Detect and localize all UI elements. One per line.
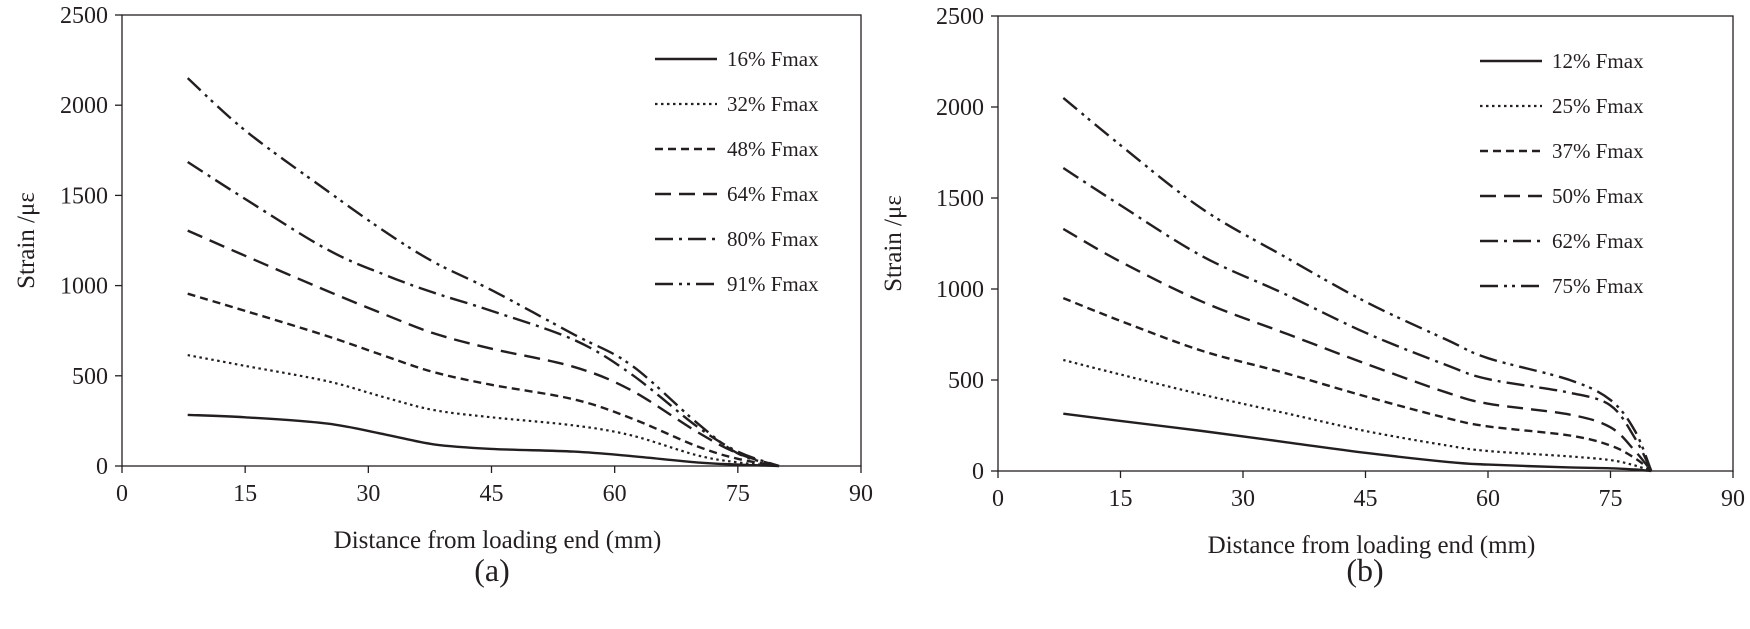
y-tick-label: 1000 xyxy=(936,277,984,303)
x-axis-title: Distance from loading end (mm) xyxy=(334,527,662,554)
chart-b: 0 500 1000 1500 2000 2500 0 15 30 45 60 75 90 Distanc… xyxy=(880,4,1745,588)
y-tick-label: 500 xyxy=(72,364,108,390)
x-tick-label: 90 xyxy=(1721,486,1745,512)
legend-label: 48% Fmax xyxy=(727,137,819,161)
x-tick-label: 30 xyxy=(356,481,380,507)
legend: 16% Fmax 32% Fmax 48% Fmax 64% Fmax 80% Fmax… xyxy=(655,47,819,296)
x-tick-label: 0 xyxy=(116,481,128,507)
legend-label: 16% Fmax xyxy=(727,47,819,71)
series-line-80-fmax xyxy=(187,160,780,468)
series-line-25-fmax xyxy=(1063,358,1652,473)
y-tick-label: 1000 xyxy=(60,274,108,300)
legend: 12% Fmax 25% Fmax 37% Fmax 50% Fmax 62% Fmax… xyxy=(1480,49,1644,298)
y-tick-label: 0 xyxy=(972,459,984,485)
x-tick-label: 90 xyxy=(849,481,873,507)
y-tick-label: 2500 xyxy=(60,3,108,29)
y-tick-label: 0 xyxy=(96,454,108,480)
series-line-32-fmax xyxy=(187,354,779,468)
y-tick-label: 1500 xyxy=(936,186,984,212)
x-tick-label: 15 xyxy=(1109,486,1133,512)
panel-label: (b) xyxy=(1346,552,1383,588)
x-tick-label: 45 xyxy=(1354,486,1378,512)
series-line-62-fmax xyxy=(1062,166,1653,472)
series-line-64-fmax xyxy=(187,229,780,468)
x-tick-label: 30 xyxy=(1231,486,1255,512)
y-axis-title: Strain /με xyxy=(13,192,40,289)
x-tick-label: 0 xyxy=(992,486,1004,512)
y-tick-label: 2500 xyxy=(936,4,984,30)
legend-label: 75% Fmax xyxy=(1552,274,1644,298)
panel-label: (a) xyxy=(474,552,510,588)
x-tick-label: 45 xyxy=(480,481,504,507)
series-line-75-fmax xyxy=(1062,96,1653,472)
legend-label: 80% Fmax xyxy=(727,227,819,251)
legend-label: 12% Fmax xyxy=(1552,49,1644,73)
legend-label: 91% Fmax xyxy=(727,272,819,296)
y-axis-title: Strain /με xyxy=(880,195,907,292)
series-line-37-fmax xyxy=(1062,296,1653,472)
y-tick-label: 2000 xyxy=(936,95,984,121)
legend-label: 37% Fmax xyxy=(1552,139,1644,163)
series-line-12-fmax xyxy=(1063,412,1652,473)
series-line-91-fmax xyxy=(186,77,780,468)
legend-label: 64% Fmax xyxy=(727,182,819,206)
x-tick-label: 60 xyxy=(603,481,627,507)
x-tick-label: 60 xyxy=(1476,486,1500,512)
series-line-16-fmax xyxy=(187,413,779,468)
legend-label: 25% Fmax xyxy=(1552,94,1644,118)
x-axis-title: Distance from loading end (mm) xyxy=(1208,532,1536,559)
series-line-48-fmax xyxy=(187,292,780,468)
chart-a: 0 500 1000 1500 2000 2500 0 15 30 45 60 75 90 Distanc… xyxy=(13,3,873,588)
y-tick-label: 2000 xyxy=(60,93,108,119)
y-tick-label: 500 xyxy=(948,368,984,394)
y-tick-label: 1500 xyxy=(60,183,108,209)
x-tick-label: 75 xyxy=(726,481,750,507)
series-line-50-fmax xyxy=(1062,227,1653,472)
x-tick-label: 15 xyxy=(233,481,257,507)
legend-label: 62% Fmax xyxy=(1552,229,1644,253)
legend-label: 32% Fmax xyxy=(727,92,819,116)
legend-label: 50% Fmax xyxy=(1552,184,1644,208)
x-tick-label: 75 xyxy=(1599,486,1623,512)
